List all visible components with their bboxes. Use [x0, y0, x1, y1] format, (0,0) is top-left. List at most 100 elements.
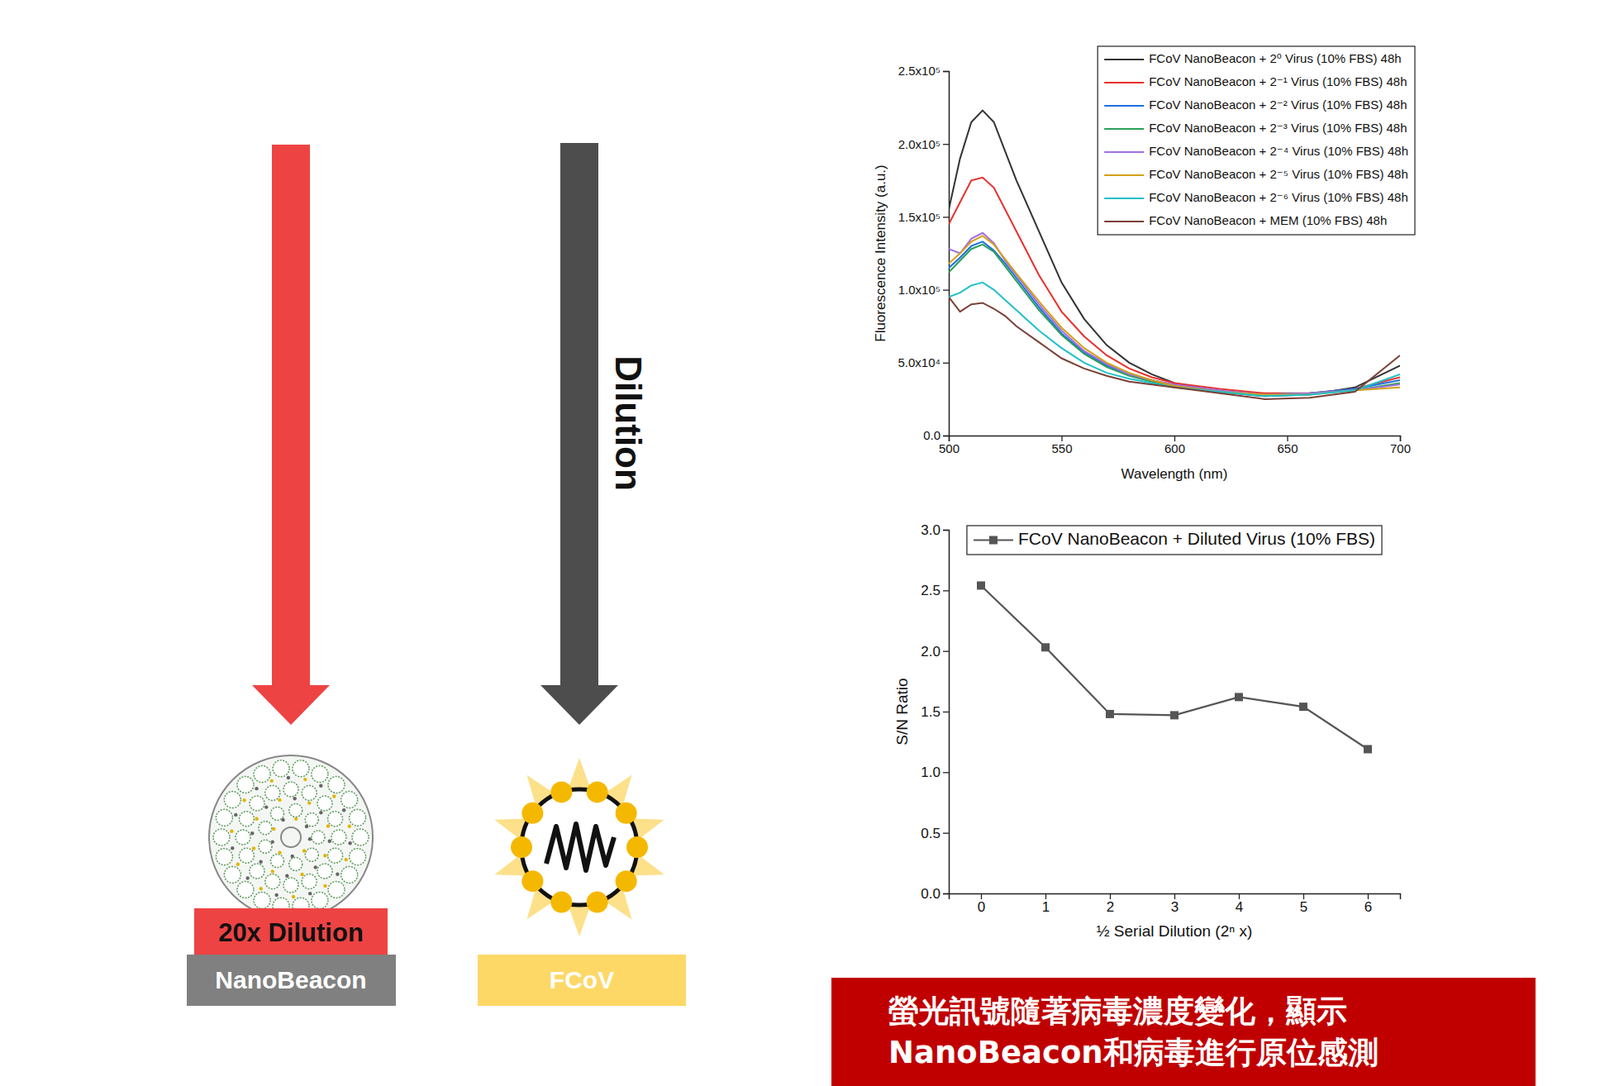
legend-box — [966, 525, 1382, 555]
liposome — [249, 863, 265, 879]
legend-swatch — [1104, 174, 1144, 177]
legend-swatch — [1104, 81, 1144, 84]
liposome — [223, 866, 241, 883]
series-marker — [1170, 710, 1179, 720]
y-tick-label: 1.0x10⁵ — [898, 282, 941, 297]
nanobeacon-icon — [209, 755, 373, 920]
virus-rna — [546, 823, 615, 871]
liposome — [215, 809, 233, 826]
liposome-core — [294, 817, 298, 821]
y-tick: 5.0x10⁴ — [898, 355, 949, 370]
series-marker — [1299, 702, 1308, 711]
liposome — [311, 766, 329, 783]
x-tick: 4 — [1235, 893, 1243, 915]
caption: 螢光訊號隨著病毒濃度變化，顯示NanoBeacon和病毒進行原位感測 — [831, 977, 1536, 1086]
liposome — [349, 809, 367, 826]
x-tick-label: 4 — [1235, 899, 1243, 915]
y-tick-label: 0.5 — [920, 825, 941, 842]
x-tick-mark — [1303, 893, 1305, 900]
liposome-core — [264, 804, 268, 809]
liposome-core — [285, 874, 289, 878]
chart: 01234560.00.51.01.52.02.53.0½ Serial Dil… — [893, 522, 1400, 940]
liposome — [237, 776, 254, 794]
series-marker — [1363, 744, 1372, 753]
x-tick-mark — [1045, 893, 1047, 900]
liposome-core — [236, 861, 240, 866]
caption-box — [831, 977, 1536, 1086]
liposome-core — [286, 776, 291, 780]
nanobeacon-label: NanoBeacon — [214, 966, 367, 994]
liposome — [341, 791, 358, 809]
y-tick-mark — [942, 216, 949, 218]
x-tick: 650 — [1276, 435, 1298, 456]
liposome-core — [277, 850, 281, 854]
x-axis: 0123456 — [949, 893, 1401, 915]
liposome — [283, 877, 299, 893]
x-tick-label: 6 — [1364, 899, 1372, 915]
dark-arrow — [540, 142, 619, 725]
y-tick-mark — [942, 435, 949, 437]
liposome-core — [302, 848, 306, 853]
liposome — [328, 880, 345, 898]
chart: 5005506006507000.05.0x10⁴1.0x10⁵1.5x10⁵2… — [872, 46, 1415, 482]
liposome-core — [259, 886, 263, 891]
liposome — [328, 847, 343, 863]
liposome — [265, 874, 281, 890]
y-axis-line — [942, 530, 950, 895]
liposome — [341, 866, 358, 883]
red-arrow — [252, 144, 330, 725]
liposome — [253, 891, 271, 909]
y-tick-mark — [942, 771, 949, 773]
y-tick-mark — [942, 529, 949, 531]
x-tick-mark — [1367, 893, 1369, 900]
y-tick: 0.0 — [920, 885, 949, 902]
y-tick-mark — [942, 833, 949, 834]
series-marker — [1041, 642, 1050, 652]
virus-protein — [521, 802, 543, 824]
liposome-core — [254, 817, 258, 821]
y-tick-label: 5.0x10⁴ — [898, 355, 941, 370]
liposome-core — [271, 839, 275, 843]
liposome-core — [304, 824, 309, 829]
x-tick: 500 — [938, 435, 960, 456]
liposome — [304, 847, 319, 862]
liposome-core — [254, 786, 258, 791]
liposome-core — [323, 884, 327, 888]
liposome — [304, 813, 319, 827]
y-tick: 0.0 — [923, 428, 949, 443]
legend-swatch — [1104, 58, 1144, 61]
liposome — [249, 795, 265, 811]
liposome-core — [277, 798, 281, 802]
y-tick-mark — [942, 143, 949, 145]
series-line — [948, 282, 1400, 397]
arrow-label: Dilution — [608, 355, 649, 491]
nanobeacon-core — [280, 827, 301, 848]
x-tick-label: 2 — [1106, 899, 1115, 915]
x-tick: 1 — [1042, 893, 1050, 915]
y-tick-mark — [942, 362, 949, 364]
x-tick: 550 — [1051, 435, 1072, 456]
legend-label: FCoV NanoBeacon + 2⁻¹ Virus (10% FBS) 48… — [1148, 74, 1407, 89]
liposome-core — [335, 872, 339, 877]
caption-line: NanoBeacon和病毒進行原位感測 — [888, 1034, 1379, 1071]
legend-label: FCoV NanoBeacon + Diluted Virus (10% FBS… — [1018, 528, 1376, 548]
liposome-core — [242, 798, 246, 802]
y-tick-label: 0.0 — [920, 885, 941, 902]
y-axis: 0.05.0x10⁴1.0x10⁵1.5x10⁵2.0x10⁵2.5x10⁵ — [898, 63, 950, 443]
liposome — [223, 791, 241, 809]
liposome-core — [258, 860, 262, 864]
liposome — [238, 847, 254, 863]
legend-swatch — [1104, 220, 1144, 223]
liposome — [328, 776, 345, 794]
virus-protein — [510, 836, 533, 858]
x-tick-label: 3 — [1171, 899, 1179, 915]
liposome-core — [308, 837, 312, 841]
liposome-core — [233, 813, 238, 817]
legend-label: FCoV NanoBeacon + 2⁻⁶ Virus (10% FBS) 48… — [1148, 190, 1409, 205]
dilution-box — [194, 908, 388, 960]
virus-protein — [586, 891, 609, 914]
y-tick: 2.5 — [920, 582, 949, 599]
liposome-core — [300, 872, 304, 877]
y-tick-label: 1.5x10⁵ — [898, 209, 941, 224]
y-axis-title: S/N Ratio — [893, 677, 911, 745]
